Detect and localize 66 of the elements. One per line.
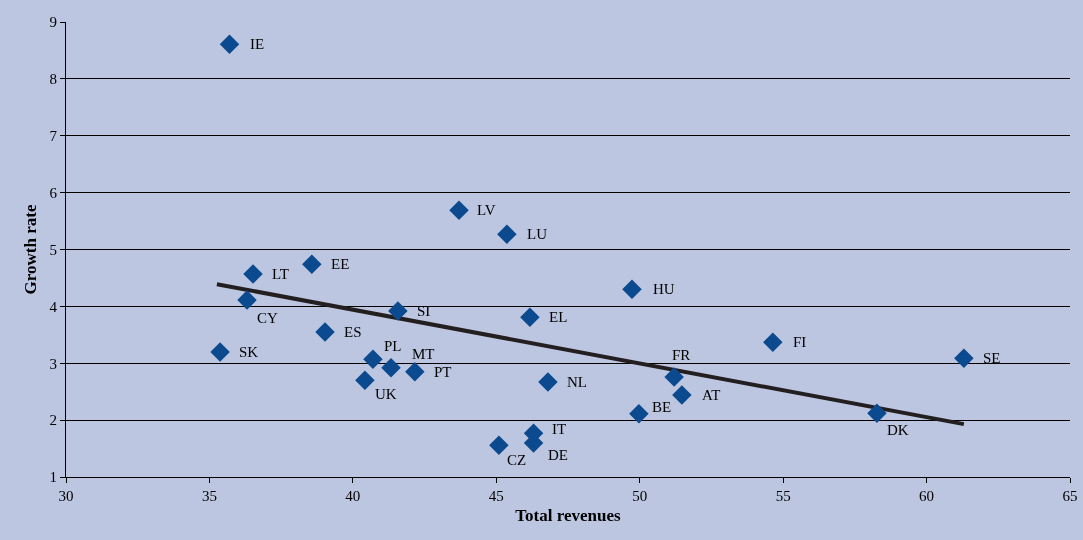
point <box>315 322 335 342</box>
y-tick-label: 9 <box>49 14 57 31</box>
point <box>449 200 469 221</box>
x-tick-label: 50 <box>632 488 648 504</box>
point <box>381 358 401 378</box>
annotation: LU <box>527 226 548 242</box>
x-tick-label: 35 <box>201 488 217 504</box>
x-tick-label: 55 <box>775 488 791 504</box>
annotation: FI <box>793 334 807 350</box>
y-tick-label: 7 <box>49 128 58 144</box>
annotation: ES <box>344 324 362 340</box>
annotation: EL <box>549 309 568 325</box>
point <box>954 348 974 368</box>
annotation: EE <box>331 256 350 272</box>
point <box>388 301 408 321</box>
point <box>538 372 558 392</box>
x-axis-title: Total revenues <box>515 506 622 526</box>
annotation: SE <box>983 350 1001 366</box>
annotation: AT <box>702 387 721 403</box>
annotation: IT <box>552 421 567 437</box>
y-tick-label: 6 <box>49 184 58 201</box>
y-tick-label: 4 <box>49 298 58 315</box>
x-tick-label: 40 <box>345 488 361 504</box>
annotation: PT <box>434 364 452 380</box>
y-tick-label: 8 <box>49 71 57 88</box>
point <box>664 367 684 387</box>
point <box>219 34 240 54</box>
y-axis-title: Growth rate <box>21 204 41 295</box>
point <box>363 349 383 370</box>
annotation: CY <box>257 310 278 326</box>
annotation: NL <box>567 374 587 390</box>
y-tick-label: 2 <box>49 412 57 429</box>
point <box>497 224 517 244</box>
point <box>867 403 887 424</box>
point <box>405 362 425 382</box>
point <box>672 385 692 405</box>
point <box>302 254 322 275</box>
annotation: BE <box>652 399 672 415</box>
point <box>520 307 540 327</box>
x-tick-label: 45 <box>488 488 504 504</box>
annotation: LT <box>272 266 289 282</box>
y-tick-label: 5 <box>49 241 57 258</box>
point <box>489 435 509 455</box>
annotation: HU <box>653 281 675 297</box>
y-tick-label: 1 <box>49 469 57 486</box>
point <box>210 342 230 362</box>
point <box>355 370 375 391</box>
point <box>243 264 263 284</box>
point <box>763 332 783 352</box>
annotation: IE <box>250 36 265 52</box>
annotation: DK <box>887 422 909 438</box>
point <box>629 404 649 424</box>
y-tick-label: 3 <box>49 355 57 372</box>
annotation: CZ <box>507 452 527 468</box>
annotation: FR <box>672 347 691 363</box>
point <box>622 279 642 300</box>
annotation: DE <box>548 447 568 463</box>
x-tick-label: 65 <box>1062 488 1078 504</box>
x-tick-label: 30 <box>58 488 74 504</box>
annotation: UK <box>375 386 397 402</box>
annotation: SK <box>239 344 259 360</box>
annotation: LV <box>477 202 496 218</box>
point <box>237 290 257 310</box>
annotation: MT <box>412 346 435 362</box>
annotation: PL <box>384 338 402 354</box>
x-tick-label: 60 <box>919 488 935 504</box>
